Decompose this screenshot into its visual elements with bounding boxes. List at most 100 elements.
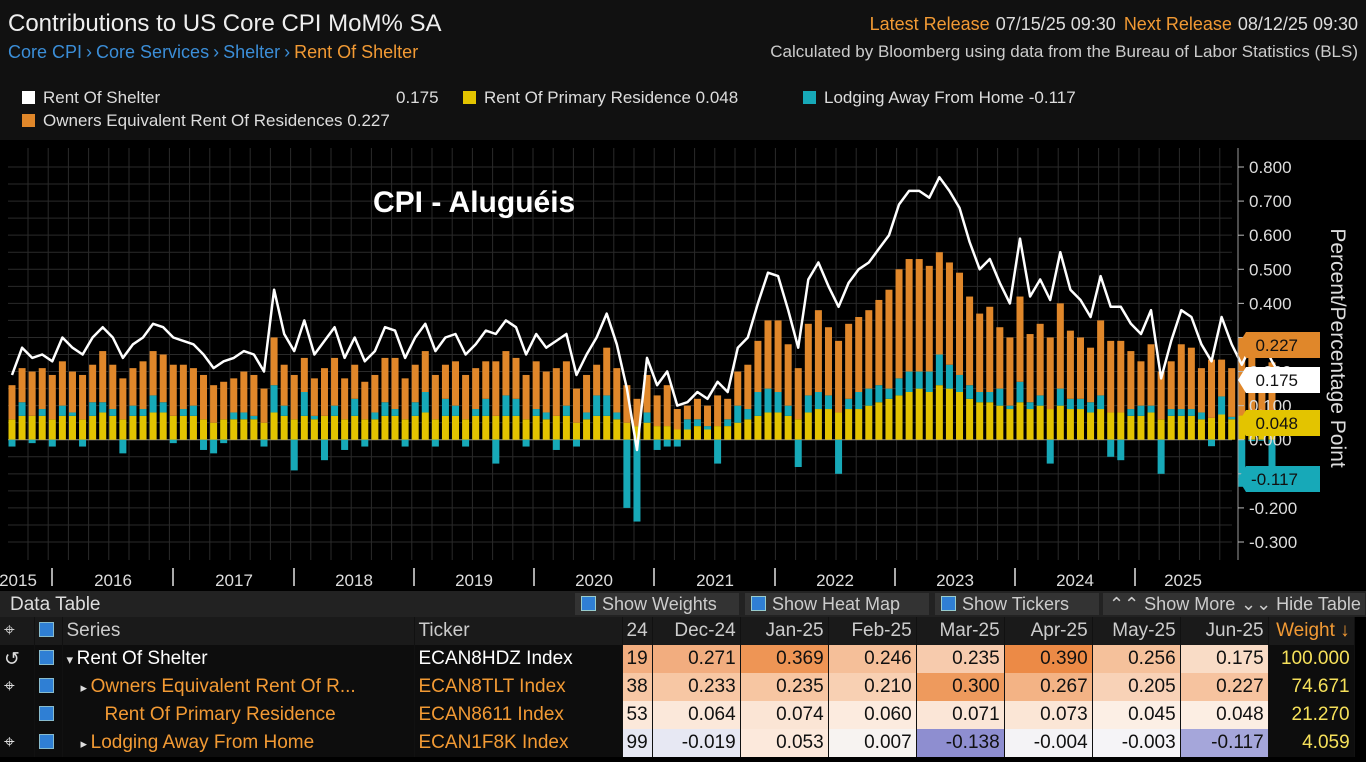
- table-row[interactable]: ⌖ ▸ Lodging Away From Home ECAN1F8K Index 9…: [0, 729, 1355, 757]
- bar-rent-primary-residence: [734, 422, 742, 440]
- col-header-feb-25[interactable]: Feb-25: [828, 617, 917, 645]
- bar-rent-primary-residence: [895, 395, 903, 440]
- bar-rent-primary-residence: [935, 385, 943, 440]
- col-header-partial[interactable]: 24: [622, 617, 653, 645]
- hide-table-button[interactable]: ⌄⌄ Hide Table: [1235, 593, 1365, 615]
- row-checkbox[interactable]: [34, 673, 63, 701]
- show-weights-toggle[interactable]: Show Weights: [575, 593, 739, 615]
- bar-owners-equivalent-rent: [643, 374, 651, 413]
- col-header-dec-24[interactable]: Dec-24: [652, 617, 741, 645]
- expand-icon[interactable]: ▸: [80, 680, 91, 695]
- col-header-apr-25[interactable]: Apr-25: [1004, 617, 1093, 645]
- crosshair-icon[interactable]: ⌖: [0, 729, 35, 757]
- table-row[interactable]: ↺ ▾ Rent Of Shelter ECAN8HDZ Index 19 0.271 0…: [0, 645, 1355, 673]
- row-checkbox[interactable]: [34, 729, 63, 757]
- col-header-jan-25[interactable]: Jan-25: [740, 617, 829, 645]
- col-header-ticker[interactable]: Ticker: [414, 617, 623, 645]
- bar-lodging-away: [250, 415, 258, 420]
- bar-lodging-away: [875, 385, 883, 403]
- ticker-cell[interactable]: ECAN1F8K Index: [414, 729, 623, 757]
- bar-lodging-away: [89, 402, 97, 416]
- y-axis-title: Percent/Percentage Point: [1326, 228, 1349, 467]
- bar-owners-equivalent-rent: [230, 378, 238, 413]
- bar-rent-primary-residence: [1076, 409, 1084, 440]
- bar-rent-primary-residence: [522, 419, 530, 440]
- bar-lodging-away: [1258, 439, 1266, 441]
- col-header-series[interactable]: Series: [62, 617, 415, 645]
- bar-rent-primary-residence: [1157, 419, 1165, 440]
- series-cell[interactable]: ▸ Lodging Away From Home: [62, 729, 415, 757]
- breadcrumb-item-core-cpi[interactable]: Core CPI: [8, 42, 83, 62]
- bar-owners-equivalent-rent: [280, 364, 288, 406]
- bar-lodging-away: [290, 439, 298, 471]
- end-label-value: 0.227: [1255, 336, 1298, 355]
- row-checkbox[interactable]: [34, 701, 63, 729]
- ticker-cell[interactable]: ECAN8611 Index: [414, 701, 623, 729]
- row-checkbox[interactable]: [34, 645, 63, 673]
- bar-rent-primary-residence: [996, 405, 1004, 440]
- col-header-may-25[interactable]: May-25: [1092, 617, 1181, 645]
- bar-owners-equivalent-rent: [1228, 368, 1236, 417]
- bar-owners-equivalent-rent: [189, 368, 197, 406]
- col-header-mar-25[interactable]: Mar-25: [916, 617, 1005, 645]
- bar-rent-primary-residence: [421, 412, 429, 440]
- bar-rent-primary-residence: [250, 419, 258, 440]
- breadcrumb-item-shelter[interactable]: Shelter: [223, 42, 281, 62]
- x-tick-label: 2024: [1056, 571, 1094, 590]
- legend-lodging-away-from-home[interactable]: Lodging Away From Home -0.117: [803, 88, 1076, 108]
- bar-rent-primary-residence: [976, 402, 984, 440]
- latest-release-value: 07/15/25 09:30: [995, 14, 1116, 34]
- bar-rent-primary-residence: [824, 409, 832, 440]
- ticker-cell[interactable]: ECAN8TLT Index: [414, 673, 623, 701]
- bar-lodging-away: [915, 371, 923, 389]
- select-all-checkbox[interactable]: [34, 617, 63, 645]
- bar-owners-equivalent-rent: [1147, 344, 1155, 406]
- table-row[interactable]: ⌖ ▸ Owners Equivalent Rent Of R... ECAN8TL…: [0, 673, 1355, 701]
- bar-lodging-away: [492, 439, 500, 464]
- bar-lodging-away: [210, 439, 218, 454]
- expand-icon[interactable]: ▸: [80, 736, 91, 751]
- release-info: Latest Release 07/15/25 09:30 Next Release…: [870, 14, 1358, 35]
- bar-lodging-away: [1087, 402, 1095, 413]
- bar-rent-primary-residence: [1218, 414, 1226, 440]
- bar-rent-primary-residence: [814, 409, 822, 440]
- show-tickers-toggle[interactable]: Show Tickers: [935, 593, 1099, 615]
- bar-owners-equivalent-rent: [482, 361, 490, 399]
- series-cell[interactable]: Rent Of Primary Residence: [62, 701, 415, 729]
- crosshair-icon[interactable]: ⌖: [0, 617, 35, 645]
- legend-rent-of-primary-residence[interactable]: Rent Of Primary Residence 0.048: [463, 88, 738, 108]
- bar-lodging-away: [945, 364, 953, 389]
- legend-owners-equivalent-rent[interactable]: Owners Equivalent Rent Of Residences 0.2…: [22, 111, 390, 131]
- bar-rent-primary-residence: [89, 415, 97, 440]
- show-heat-map-toggle[interactable]: Show Heat Map: [745, 593, 929, 615]
- undo-icon[interactable]: ↺: [0, 645, 35, 673]
- value-cell: 0.235: [916, 645, 1005, 673]
- bar-owners-equivalent-rent: [542, 371, 550, 413]
- breadcrumb-item-core-services[interactable]: Core Services: [96, 42, 210, 62]
- latest-release-label: Latest Release: [869, 14, 990, 34]
- bar-rent-primary-residence: [885, 398, 893, 440]
- bar-lodging-away: [552, 439, 560, 450]
- checkbox-icon: [38, 706, 54, 721]
- bar-owners-equivalent-rent: [623, 385, 631, 423]
- bar-lodging-away: [784, 405, 792, 416]
- value-cell: 0.071: [916, 701, 1005, 729]
- x-tick-label: 2018: [335, 571, 373, 590]
- collapse-icon[interactable]: ▾: [66, 652, 77, 667]
- legend-label: Owners Equivalent Rent Of Residences: [43, 111, 343, 130]
- table-row[interactable]: Rent Of Primary Residence ECAN8611 Index 5…: [0, 701, 1355, 729]
- show-more-button[interactable]: ⌃⌃ Show More: [1103, 593, 1235, 615]
- value-cell: 0.246: [828, 645, 917, 673]
- ticker-cell[interactable]: ECAN8HDZ Index: [414, 645, 623, 673]
- col-header-jun-25[interactable]: Jun-25: [1180, 617, 1269, 645]
- series-cell[interactable]: ▾ Rent Of Shelter: [62, 645, 415, 673]
- bar-lodging-away: [804, 395, 812, 413]
- legend-rent-of-shelter[interactable]: Rent Of Shelter: [22, 88, 160, 108]
- col-header-weight[interactable]: Weight ↓: [1268, 617, 1355, 645]
- x-tick-label: 2025: [1164, 571, 1202, 590]
- bar-lodging-away: [794, 439, 802, 467]
- crosshair-icon[interactable]: ⌖: [0, 673, 35, 701]
- series-cell[interactable]: ▸ Owners Equivalent Rent Of R...: [62, 673, 415, 701]
- bar-lodging-away: [925, 371, 933, 392]
- bar-rent-primary-residence: [875, 402, 883, 440]
